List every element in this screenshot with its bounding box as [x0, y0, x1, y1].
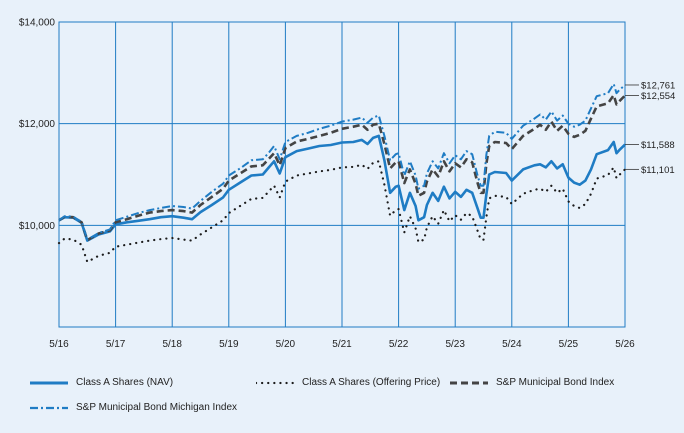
- legend-label-offering: Class A Shares (Offering Price): [302, 377, 441, 388]
- series-line-3: [58, 83, 626, 241]
- y-tick-label: $12,000: [19, 119, 56, 130]
- end-value-label: $11,588: [641, 140, 675, 151]
- plot-border: [58, 21, 626, 328]
- series-line-0: [58, 134, 626, 242]
- x-tick-label: 5/19: [219, 339, 239, 350]
- legend-label-sp-muni: S&P Municipal Bond Index: [496, 377, 615, 388]
- legend-swatch-sp-michigan: [30, 406, 68, 409]
- legend-swatch-sp-muni: [450, 381, 488, 384]
- x-tick-label: 5/23: [445, 339, 465, 350]
- legend-swatch-offering: [256, 381, 294, 384]
- y-axis-ticks: $10,000 $12,000 $14,000: [19, 18, 56, 232]
- legend-label-nav: Class A Shares (NAV): [76, 377, 174, 388]
- series-lines: [57, 83, 627, 263]
- x-tick-label: 5/26: [615, 339, 635, 350]
- legend: Class A Shares (NAV) Class A Shares (Off…: [30, 377, 670, 427]
- series-line-2: [58, 93, 626, 242]
- legend-item-sp-muni: S&P Municipal Bond Index: [450, 377, 614, 388]
- legend-item-sp-michigan: S&P Municipal Bond Michigan Index: [30, 402, 237, 413]
- legend-label-sp-michigan: S&P Municipal Bond Michigan Index: [76, 402, 238, 413]
- end-value-label: $11,101: [641, 165, 675, 176]
- y-tick-label: $14,000: [19, 18, 56, 29]
- x-tick-label: 5/18: [162, 339, 182, 350]
- x-tick-label: 5/20: [276, 339, 296, 350]
- x-tick-label: 5/24: [502, 339, 522, 350]
- x-axis-ticks: 5/16 5/17 5/18 5/19 5/20 5/21 5/22 5/23 5/24 5/25…: [49, 339, 635, 350]
- legend-swatch-nav: [30, 381, 68, 384]
- x-tick-label: 5/21: [332, 339, 352, 350]
- x-tick-label: 5/16: [49, 339, 69, 350]
- legend-item-nav: Class A Shares (NAV): [30, 377, 173, 388]
- x-tick-label: 5/25: [559, 339, 579, 350]
- end-labels: $11,588 $11,101 $12,554$12,761: [625, 80, 675, 176]
- x-tick-label: 5/17: [106, 339, 126, 350]
- y-tick-label: $10,000: [19, 221, 56, 232]
- legend-item-offering: Class A Shares (Offering Price): [256, 377, 440, 388]
- end-value-label: $12,761: [641, 80, 675, 91]
- series-line-1: [57, 160, 627, 263]
- x-tick-label: 5/22: [389, 339, 409, 350]
- end-value-label: $12,554: [641, 91, 675, 102]
